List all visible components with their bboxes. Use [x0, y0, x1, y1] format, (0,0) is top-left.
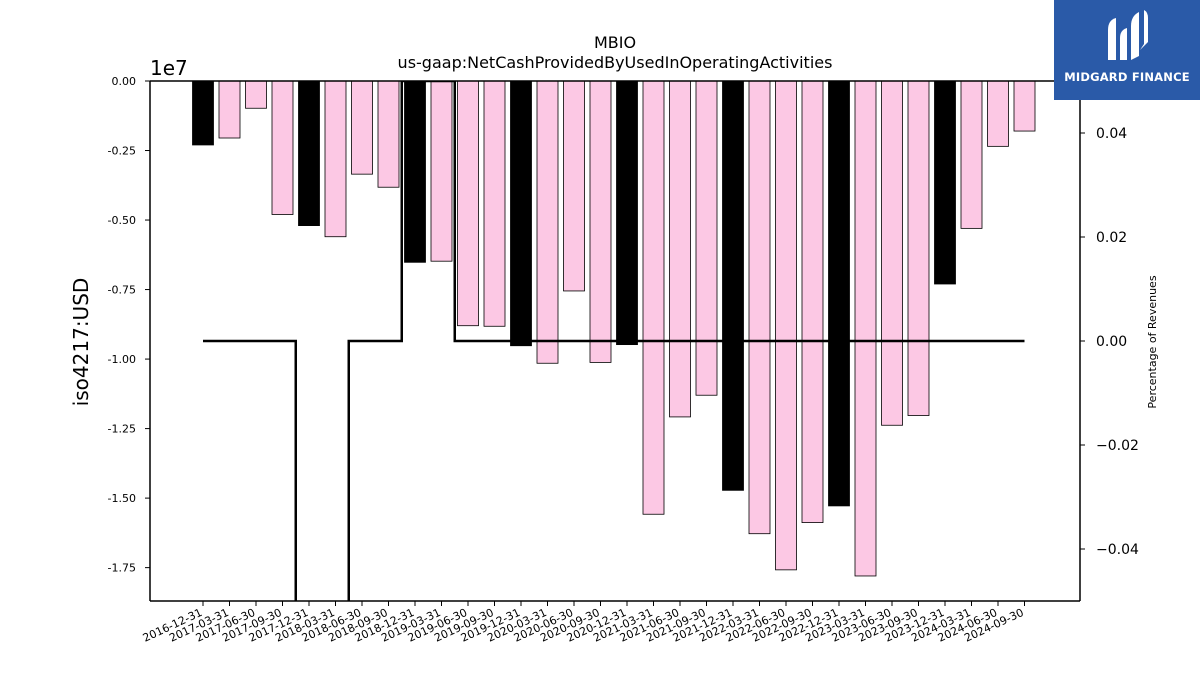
bar-2021-06-30	[669, 80, 691, 418]
bar-2019-12-31	[510, 80, 532, 347]
bar-2021-03-31	[642, 80, 665, 515]
y2tick-label: −0.02	[1096, 438, 1139, 454]
bar-2024-06-30	[987, 80, 1009, 147]
bar-2019-09-30	[483, 80, 506, 327]
ytick-label: 0.00	[112, 75, 137, 88]
y-axis-title: iso4217:USD	[69, 278, 93, 407]
y2tick-label: 0.02	[1096, 230, 1127, 246]
bar-2018-03-31	[324, 80, 347, 238]
bar-2017-12-31	[298, 80, 320, 226]
bar-2021-09-30	[695, 80, 718, 396]
bar-2020-06-30	[563, 80, 585, 292]
bar-2023-09-30	[907, 80, 930, 416]
bar-2022-09-30	[801, 80, 824, 523]
y2tick-label: 0.00	[1096, 334, 1127, 350]
logo-text: MIDGARD FINANCE	[1064, 70, 1190, 84]
bar-2022-06-30	[775, 80, 797, 571]
bar-2023-03-31	[854, 80, 877, 577]
ytick-label: -0.75	[108, 284, 136, 297]
bar-2024-09-30	[1013, 80, 1036, 132]
bar-2016-12-31	[192, 80, 214, 146]
pct-line-layer	[203, 81, 1025, 601]
ytick-label: -1.00	[108, 353, 136, 366]
bar-2020-03-31	[536, 80, 559, 364]
y2tick-label: −0.04	[1096, 542, 1139, 558]
bars-layer	[192, 80, 1036, 577]
y2-axis-title: Percentage of Revenues	[1146, 275, 1159, 408]
bar-2022-03-31	[748, 80, 771, 535]
bar-2022-12-31	[828, 80, 850, 507]
y2tick-label: 0.04	[1096, 126, 1127, 142]
bar-2020-09-30	[589, 80, 612, 363]
ytick-label: -1.50	[108, 492, 136, 505]
ytick-label: -0.25	[108, 145, 136, 158]
bar-2018-12-31	[404, 80, 426, 263]
bar-2017-03-31	[218, 80, 241, 139]
bar-2024-03-31	[960, 80, 983, 229]
ytick-label: -1.25	[108, 423, 136, 436]
bar-2018-06-30	[351, 80, 373, 175]
bar-2018-09-30	[377, 80, 400, 188]
bar-2017-09-30	[271, 80, 294, 215]
logo-mark-icon	[1108, 10, 1148, 60]
chart-subtitle: us-gaap:NetCashProvidedByUsedInOperating…	[398, 53, 833, 72]
bar-2023-06-30	[881, 80, 903, 426]
bar-2017-06-30	[245, 80, 267, 109]
bar-2019-06-30	[457, 80, 479, 327]
ytick-label: -1.75	[108, 562, 136, 575]
ytick-label: -0.50	[108, 214, 136, 227]
bar-2023-12-31	[934, 80, 956, 285]
chart-title: MBIO	[594, 33, 636, 52]
pct-line	[203, 81, 1025, 601]
bar-2020-12-31	[616, 80, 638, 346]
bar-2021-12-31	[722, 80, 744, 491]
bar-2019-03-31	[430, 80, 453, 262]
midgard-finance-logo: MIDGARD FINANCE	[1054, 0, 1200, 100]
y-offset-label: 1e7	[150, 56, 188, 80]
